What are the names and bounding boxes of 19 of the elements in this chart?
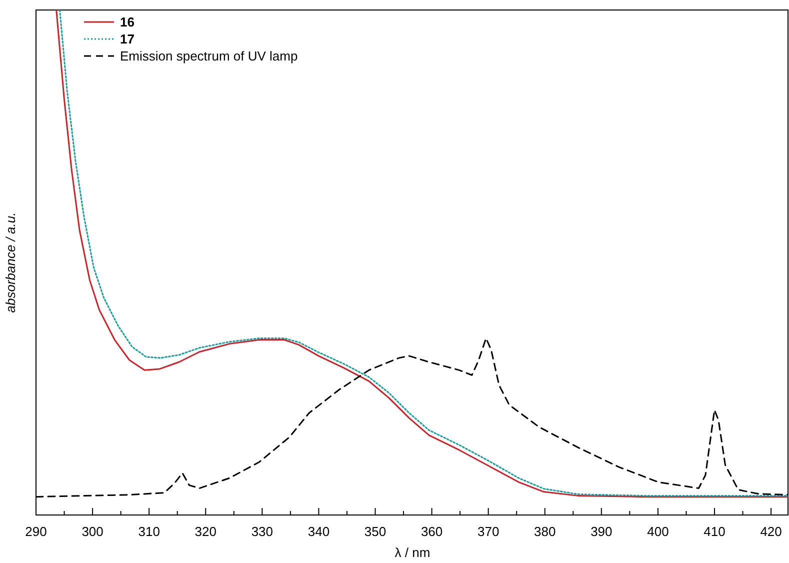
x-axis-title: λ / nm bbox=[394, 545, 430, 560]
x-tick-label: 330 bbox=[251, 524, 274, 540]
x-tick-label: 390 bbox=[590, 524, 612, 540]
y-axis-title: absorbance / a.u. bbox=[3, 212, 18, 313]
x-tick-label: 410 bbox=[704, 524, 726, 540]
x-tick-label: 320 bbox=[194, 524, 216, 540]
legend-label: Emission spectrum of UV lamp bbox=[120, 48, 298, 64]
legend-label: 17 bbox=[120, 32, 134, 46]
x-tick-label: 290 bbox=[25, 524, 47, 540]
legend-label: 16 bbox=[120, 14, 134, 30]
x-tick-label: 400 bbox=[647, 524, 669, 540]
x-tick-label: 310 bbox=[138, 524, 160, 540]
x-tick-label: 420 bbox=[760, 524, 782, 540]
x-tick-label: 370 bbox=[477, 524, 500, 540]
x-tick-label: 350 bbox=[364, 524, 386, 540]
x-tick-label: 300 bbox=[82, 524, 104, 540]
x-tick-label: 380 bbox=[534, 524, 556, 540]
x-tick-label: 340 bbox=[308, 524, 330, 540]
x-tick-label: 360 bbox=[420, 524, 443, 540]
